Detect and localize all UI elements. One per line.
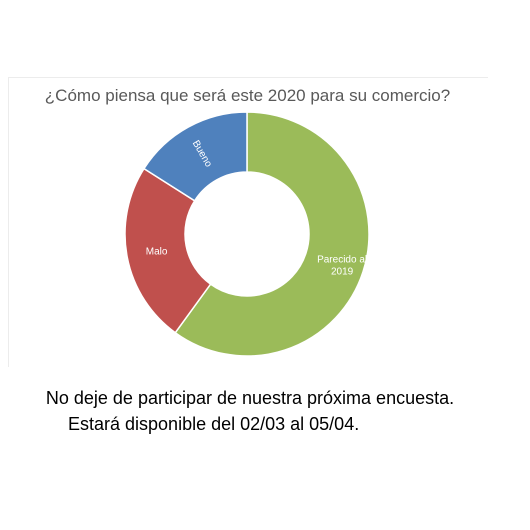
survey-notice: No deje de participar de nuestra próxima… — [45, 388, 455, 408]
slice-malo — [124, 167, 212, 334]
slice-parecido-al-2019 — [174, 111, 370, 357]
availability-notice: Estará disponible del 02/03 al 05/04. — [68, 414, 360, 434]
slice-label-parecido-al-2019: Parecido al 2019 — [317, 254, 367, 277]
slice-bueno — [142, 111, 248, 202]
chart-title: ¿Cómo piensa que será este 2020 para su … — [44, 86, 451, 105]
slice-label-malo: Malo — [146, 247, 168, 258]
